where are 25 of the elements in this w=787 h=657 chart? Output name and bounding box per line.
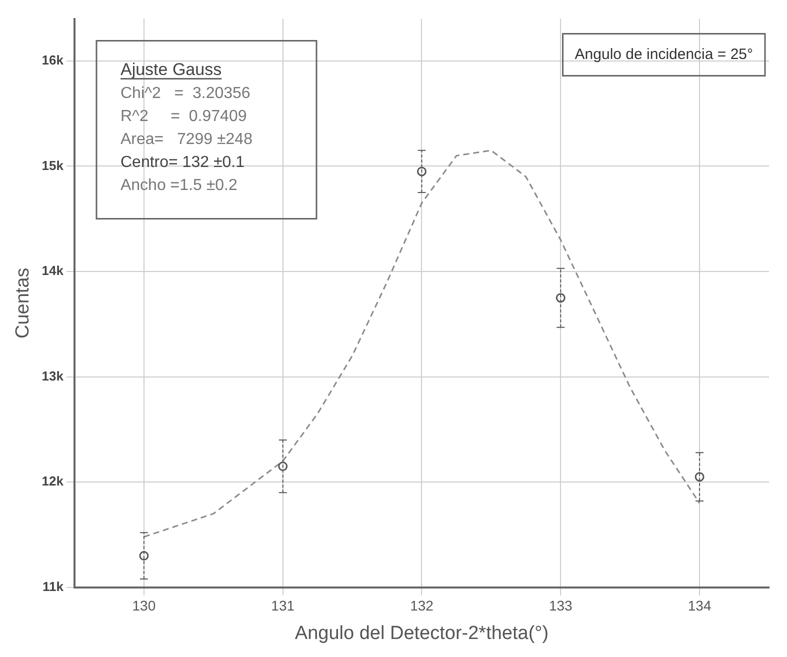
annotation: R^2 = 0.97409 bbox=[120, 108, 247, 125]
point bbox=[556, 293, 566, 303]
x-tick-label: 133 bbox=[548, 598, 573, 614]
x-axis-title: Angulo del Detector-2*theta(°) bbox=[294, 622, 549, 644]
annotation: Area= 7299 ±248 bbox=[120, 130, 253, 148]
y-tick-label: 11k bbox=[42, 578, 64, 594]
x-tick-label: 130 bbox=[132, 598, 156, 614]
y-tick-label: 14k bbox=[42, 263, 64, 278]
annotation: Ancho =1.5 ±0.2 bbox=[120, 176, 238, 194]
x-tick-label: 134 bbox=[688, 598, 712, 614]
point bbox=[416, 166, 426, 176]
point bbox=[694, 472, 704, 482]
annotation: Centro= 132 ±0.1 bbox=[120, 154, 245, 171]
x-tick-label: 132 bbox=[410, 598, 434, 614]
point bbox=[278, 462, 288, 472]
y-axis-title: Cuentas bbox=[12, 268, 34, 338]
y-tick-label: 13k bbox=[42, 368, 64, 384]
y-tick-label: 16k bbox=[42, 52, 64, 68]
y-tick-label: 15k bbox=[42, 158, 64, 173]
point bbox=[139, 551, 149, 561]
annotation: Ajuste Gauss bbox=[120, 60, 222, 79]
annotation: Angulo de incidencia = 25° bbox=[574, 46, 754, 63]
x-tick-label: 131 bbox=[271, 598, 295, 614]
y-tick-label: 12k bbox=[42, 474, 64, 489]
annotation: Chi^2 = 3.20356 bbox=[120, 84, 250, 102]
